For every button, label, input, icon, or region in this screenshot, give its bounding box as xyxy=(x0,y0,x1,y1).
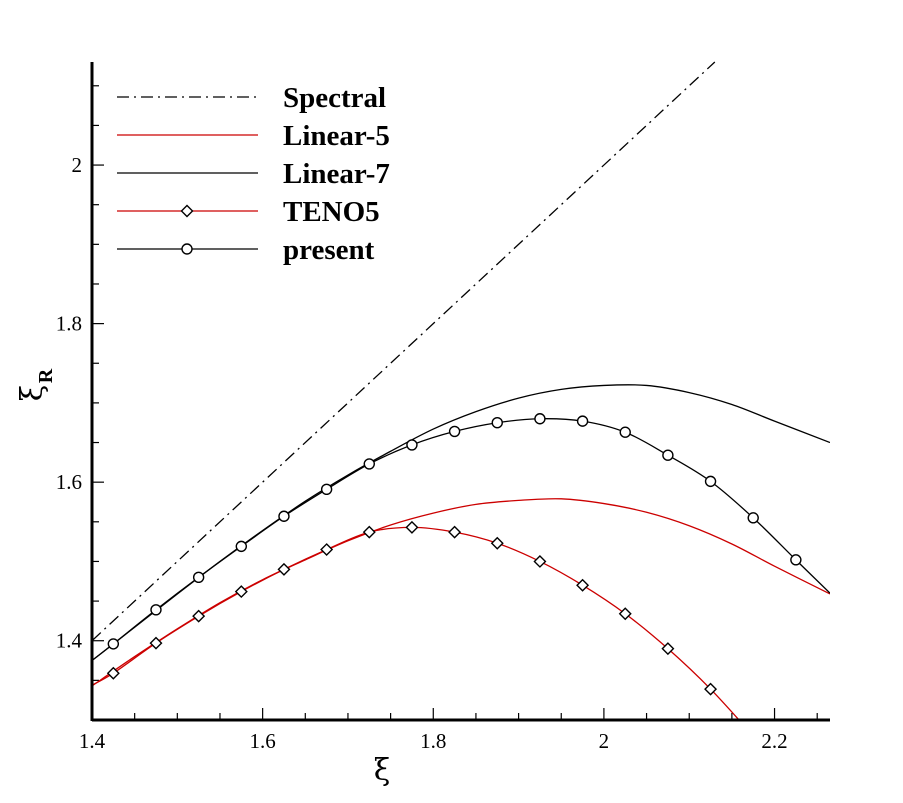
series-line-2 xyxy=(92,384,830,662)
series-line-3 xyxy=(92,526,740,720)
axis-ticks xyxy=(91,85,818,721)
data-point xyxy=(320,543,334,557)
series-line-1 xyxy=(92,498,830,687)
data-point xyxy=(576,415,589,427)
y-axis-title-group: ξ R xyxy=(15,368,57,401)
data-point xyxy=(278,510,290,522)
data-point xyxy=(192,571,205,584)
data-point xyxy=(235,540,248,553)
y-axis-title: ξ xyxy=(15,385,50,402)
data-point xyxy=(704,682,718,696)
y-tick-label: 1.8 xyxy=(56,312,82,336)
data-point xyxy=(704,475,717,488)
legend-label-1: Linear-5 xyxy=(283,120,390,152)
data-point xyxy=(234,585,248,599)
data-point xyxy=(490,536,504,550)
data-point xyxy=(534,413,546,425)
series-line-0 xyxy=(92,61,716,642)
data-point xyxy=(491,417,503,429)
plot-markers xyxy=(106,413,802,741)
data-point xyxy=(618,607,632,621)
legend-label-3: TENO5 xyxy=(283,196,380,228)
legend: Spectral Linear-5 Linear-7 TENO5 present xyxy=(117,82,390,266)
plot-area xyxy=(92,61,830,720)
data-point xyxy=(619,426,631,438)
data-point xyxy=(406,439,418,451)
data-point xyxy=(107,638,120,650)
data-point xyxy=(277,562,291,576)
data-point xyxy=(448,525,462,539)
data-point xyxy=(362,525,376,539)
x-tick-label: 2 xyxy=(599,729,610,753)
y-axis-title-subscript: R xyxy=(35,368,57,383)
x-tick-labels: 1.4 1.6 1.8 2 2.2 xyxy=(79,729,788,753)
legend-label-0: Spectral xyxy=(283,82,386,114)
data-point xyxy=(192,609,206,623)
x-tick-label: 1.6 xyxy=(250,729,276,753)
y-tick-labels: 1.4 1.6 1.8 2 xyxy=(56,153,83,653)
data-point xyxy=(149,636,163,650)
data-point xyxy=(748,730,759,741)
data-point xyxy=(747,512,759,524)
y-tick-label: 1.4 xyxy=(56,629,83,653)
x-tick-label: 1.4 xyxy=(79,729,106,753)
x-tick-label: 1.8 xyxy=(420,729,446,753)
legend-marker-3 xyxy=(180,204,194,218)
data-point xyxy=(320,483,333,496)
y-tick-label: 1.6 xyxy=(56,470,82,494)
legend-label-2: Linear-7 xyxy=(283,158,390,190)
data-point xyxy=(576,578,590,592)
data-point xyxy=(533,554,547,568)
x-tick-label: 2.2 xyxy=(761,729,787,753)
y-tick-label: 2 xyxy=(72,153,83,177)
data-point xyxy=(405,520,419,534)
data-point xyxy=(448,425,461,438)
data-point xyxy=(106,666,120,680)
data-point xyxy=(790,554,802,566)
legend-marker-4 xyxy=(181,243,193,255)
x-axis-title: ξ xyxy=(374,753,391,788)
legend-label-4: present xyxy=(283,234,375,266)
data-point xyxy=(150,604,162,616)
data-point xyxy=(363,458,375,470)
series-line-4 xyxy=(92,418,830,662)
data-point xyxy=(662,449,674,461)
data-point xyxy=(661,642,675,656)
